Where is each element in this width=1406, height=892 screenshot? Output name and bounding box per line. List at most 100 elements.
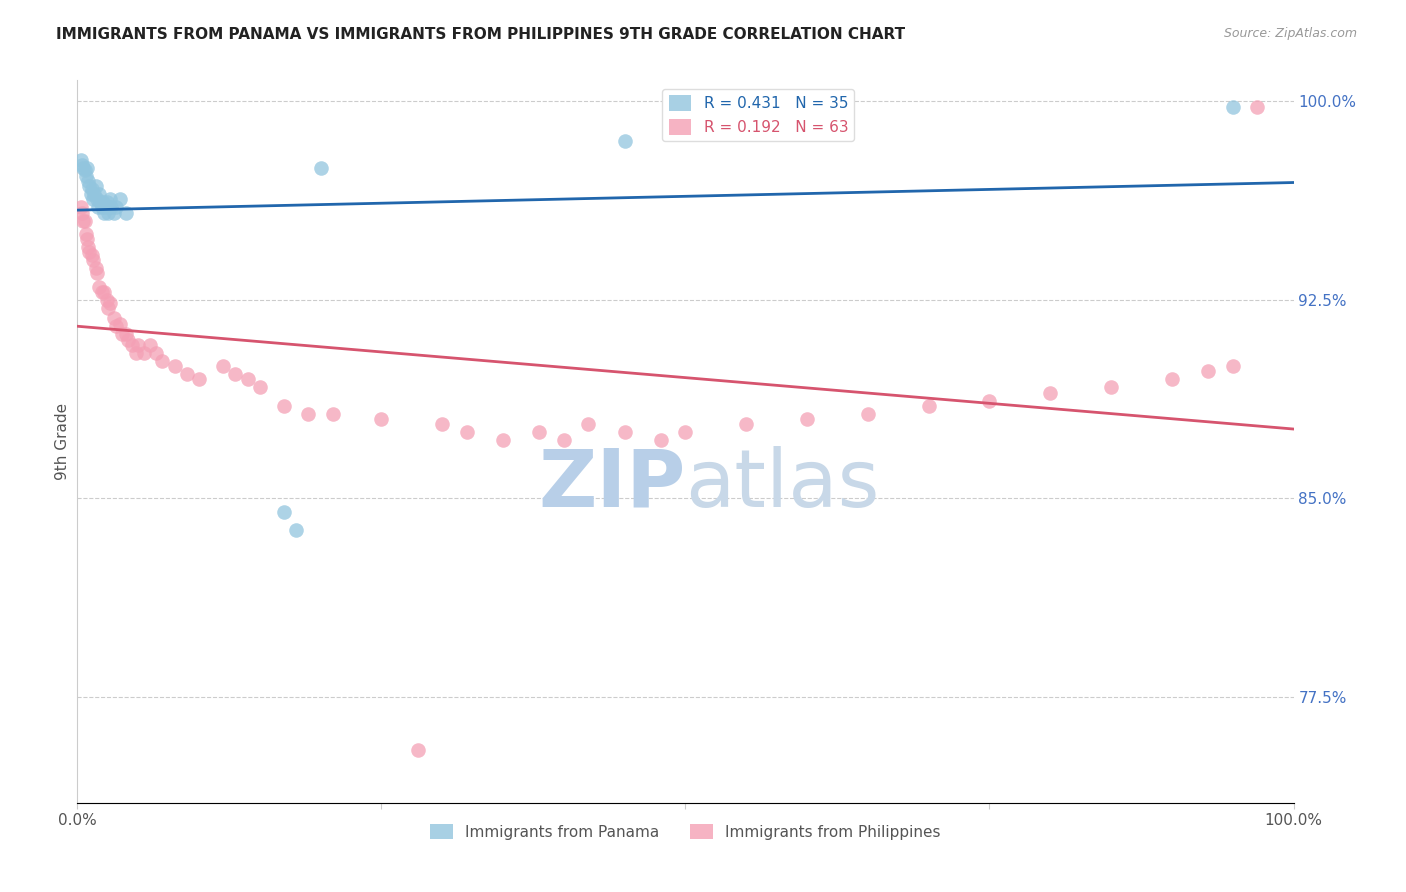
Point bbox=[103, 205, 125, 219]
Point bbox=[76, 232, 98, 246]
Point bbox=[613, 134, 636, 148]
Text: ZIP: ZIP bbox=[538, 446, 686, 524]
Point bbox=[97, 301, 120, 315]
Point bbox=[97, 205, 120, 219]
Point bbox=[70, 200, 93, 214]
Point bbox=[72, 213, 94, 227]
Point bbox=[492, 434, 515, 448]
Point bbox=[406, 743, 429, 757]
Point bbox=[529, 425, 551, 440]
Point bbox=[90, 285, 112, 299]
Point bbox=[650, 434, 672, 448]
Point bbox=[176, 367, 198, 381]
Point bbox=[735, 417, 758, 432]
Point bbox=[117, 333, 139, 347]
Point bbox=[82, 253, 104, 268]
Point bbox=[249, 380, 271, 394]
Point bbox=[86, 193, 108, 207]
Point bbox=[75, 227, 97, 241]
Point bbox=[115, 327, 138, 342]
Point bbox=[84, 261, 107, 276]
Point bbox=[77, 240, 100, 254]
Point bbox=[79, 179, 101, 194]
Point bbox=[70, 158, 93, 172]
Point bbox=[80, 248, 103, 262]
Point bbox=[82, 193, 104, 207]
Point bbox=[73, 163, 96, 178]
Point bbox=[79, 245, 101, 260]
Point bbox=[100, 200, 122, 214]
Point bbox=[918, 399, 941, 413]
Legend: Immigrants from Panama, Immigrants from Philippines: Immigrants from Panama, Immigrants from … bbox=[425, 818, 946, 846]
Point bbox=[1222, 359, 1244, 373]
Point bbox=[1099, 380, 1122, 394]
Point bbox=[163, 359, 186, 373]
Point bbox=[456, 425, 478, 440]
Point bbox=[105, 319, 128, 334]
Point bbox=[675, 425, 697, 440]
Point bbox=[90, 200, 112, 214]
Point bbox=[139, 338, 162, 352]
Point bbox=[108, 193, 131, 207]
Point bbox=[70, 153, 93, 167]
Point bbox=[1222, 100, 1244, 114]
Point bbox=[576, 417, 599, 432]
Point bbox=[430, 417, 453, 432]
Point bbox=[72, 161, 94, 175]
Text: atlas: atlas bbox=[686, 446, 880, 524]
Point bbox=[1246, 100, 1268, 114]
Point bbox=[80, 182, 103, 196]
Point bbox=[370, 412, 392, 426]
Point bbox=[322, 407, 344, 421]
Point bbox=[96, 194, 118, 209]
Point bbox=[1161, 372, 1184, 386]
Point bbox=[273, 399, 295, 413]
Point bbox=[127, 338, 149, 352]
Point bbox=[145, 346, 167, 360]
Point bbox=[236, 372, 259, 386]
Point bbox=[111, 327, 134, 342]
Point bbox=[856, 407, 879, 421]
Point bbox=[309, 161, 332, 175]
Point bbox=[84, 179, 107, 194]
Point bbox=[94, 200, 117, 214]
Point bbox=[89, 194, 111, 209]
Point bbox=[87, 200, 110, 214]
Point bbox=[285, 523, 308, 537]
Point bbox=[224, 367, 246, 381]
Point bbox=[115, 205, 138, 219]
Point bbox=[105, 200, 128, 214]
Text: IMMIGRANTS FROM PANAMA VS IMMIGRANTS FROM PHILIPPINES 9TH GRADE CORRELATION CHAR: IMMIGRANTS FROM PANAMA VS IMMIGRANTS FRO… bbox=[56, 27, 905, 42]
Point bbox=[134, 346, 156, 360]
Point bbox=[108, 317, 131, 331]
Point bbox=[553, 434, 575, 448]
Point bbox=[297, 407, 319, 421]
Point bbox=[93, 205, 115, 219]
Point bbox=[121, 338, 143, 352]
Point bbox=[70, 205, 93, 219]
Point bbox=[96, 293, 118, 307]
Point bbox=[979, 393, 1001, 408]
Point bbox=[73, 213, 96, 227]
Point bbox=[613, 425, 636, 440]
Y-axis label: 9th Grade: 9th Grade bbox=[55, 403, 70, 480]
Point bbox=[80, 187, 103, 202]
Point bbox=[86, 267, 108, 281]
Point bbox=[97, 200, 120, 214]
Point bbox=[77, 174, 100, 188]
Point bbox=[188, 372, 211, 386]
Point bbox=[212, 359, 235, 373]
Point bbox=[152, 354, 174, 368]
Text: Source: ZipAtlas.com: Source: ZipAtlas.com bbox=[1223, 27, 1357, 40]
Point bbox=[125, 346, 148, 360]
Point bbox=[1197, 364, 1219, 378]
Point bbox=[103, 311, 125, 326]
Point bbox=[796, 412, 818, 426]
Point bbox=[83, 187, 105, 202]
Point bbox=[76, 161, 98, 175]
Point bbox=[1039, 385, 1062, 400]
Point bbox=[273, 505, 295, 519]
Point bbox=[98, 295, 121, 310]
Point bbox=[89, 187, 111, 202]
Point bbox=[75, 169, 97, 183]
